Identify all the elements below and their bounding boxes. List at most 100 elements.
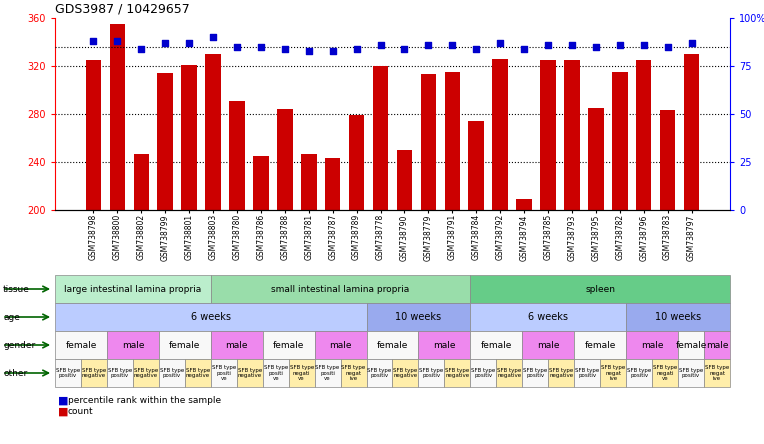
Bar bbox=[612, 72, 627, 210]
Bar bbox=[588, 108, 604, 210]
Point bbox=[279, 45, 291, 52]
Point bbox=[255, 43, 267, 50]
Bar bbox=[540, 60, 555, 210]
Point bbox=[542, 41, 554, 48]
Text: GDS3987 / 10429657: GDS3987 / 10429657 bbox=[55, 2, 189, 15]
Text: SFB type
negative: SFB type negative bbox=[134, 368, 158, 378]
Text: male: male bbox=[706, 341, 728, 349]
Bar bbox=[397, 150, 413, 210]
Text: ■: ■ bbox=[58, 395, 69, 405]
Text: male: male bbox=[225, 341, 248, 349]
Point bbox=[638, 41, 650, 48]
Text: other: other bbox=[3, 369, 28, 377]
Bar bbox=[157, 73, 173, 210]
Point bbox=[566, 41, 578, 48]
Bar bbox=[277, 109, 293, 210]
Text: SFB type
positiv: SFB type positiv bbox=[627, 368, 651, 378]
Text: SFB type
positiv: SFB type positiv bbox=[367, 368, 392, 378]
Point bbox=[159, 40, 171, 47]
Point bbox=[590, 43, 602, 50]
Text: female: female bbox=[169, 341, 200, 349]
Point bbox=[422, 41, 435, 48]
Point bbox=[135, 45, 147, 52]
Bar bbox=[109, 24, 125, 210]
Text: female: female bbox=[377, 341, 408, 349]
Text: SFB type
positiv: SFB type positiv bbox=[419, 368, 444, 378]
Point bbox=[662, 43, 674, 50]
Text: spleen: spleen bbox=[585, 285, 615, 293]
Text: female: female bbox=[675, 341, 707, 349]
Bar bbox=[445, 72, 460, 210]
Point bbox=[374, 41, 387, 48]
Text: SFB type
negat
ive: SFB type negat ive bbox=[705, 365, 729, 381]
Text: small intestinal lamina propria: small intestinal lamina propria bbox=[271, 285, 410, 293]
Text: count: count bbox=[68, 407, 94, 416]
Text: SFB type
positiv: SFB type positiv bbox=[523, 368, 548, 378]
Point bbox=[685, 40, 698, 47]
Bar bbox=[86, 60, 102, 210]
Text: SFB type
positi
ve: SFB type positi ve bbox=[212, 365, 236, 381]
Bar bbox=[134, 154, 149, 210]
Text: SFB type
negati
ve: SFB type negati ve bbox=[290, 365, 314, 381]
Text: SFB type
negative: SFB type negative bbox=[549, 368, 573, 378]
Bar bbox=[301, 154, 316, 210]
Text: SFB type
positiv: SFB type positiv bbox=[575, 368, 599, 378]
Point bbox=[231, 43, 243, 50]
Bar bbox=[636, 60, 652, 210]
Bar bbox=[660, 111, 675, 210]
Text: tissue: tissue bbox=[3, 285, 30, 293]
Text: SFB type
negati
ve: SFB type negati ve bbox=[653, 365, 677, 381]
Text: ■: ■ bbox=[58, 406, 69, 416]
Point bbox=[446, 41, 458, 48]
Text: SFB type
negative: SFB type negative bbox=[82, 368, 106, 378]
Text: 6 weeks: 6 weeks bbox=[191, 312, 231, 322]
Text: SFB type
negat
ive: SFB type negat ive bbox=[342, 365, 366, 381]
Point bbox=[494, 40, 507, 47]
Bar bbox=[564, 60, 580, 210]
Bar bbox=[229, 101, 244, 210]
Text: male: male bbox=[641, 341, 663, 349]
Point bbox=[326, 47, 338, 54]
Bar bbox=[468, 121, 484, 210]
Point bbox=[613, 41, 626, 48]
Point bbox=[518, 45, 530, 52]
Bar bbox=[349, 115, 364, 210]
Text: percentile rank within the sample: percentile rank within the sample bbox=[68, 396, 221, 405]
Text: female: female bbox=[65, 341, 97, 349]
Text: male: male bbox=[329, 341, 352, 349]
Bar bbox=[421, 75, 436, 210]
Point bbox=[207, 34, 219, 41]
Bar bbox=[253, 156, 269, 210]
Bar bbox=[684, 54, 699, 210]
Bar bbox=[181, 65, 197, 210]
Bar bbox=[373, 66, 388, 210]
Text: SFB type
negat
ive: SFB type negat ive bbox=[601, 365, 625, 381]
Bar bbox=[492, 59, 508, 210]
Text: male: male bbox=[121, 341, 144, 349]
Text: SFB type
positiv: SFB type positiv bbox=[108, 368, 132, 378]
Point bbox=[303, 47, 315, 54]
Text: SFB type
positiv: SFB type positiv bbox=[679, 368, 703, 378]
Text: SFB type
negative: SFB type negative bbox=[238, 368, 262, 378]
Text: SFB type
negative: SFB type negative bbox=[497, 368, 522, 378]
Text: SFB type
negative: SFB type negative bbox=[186, 368, 210, 378]
Point bbox=[351, 45, 363, 52]
Text: female: female bbox=[584, 341, 616, 349]
Point bbox=[398, 45, 410, 52]
Text: male: male bbox=[537, 341, 559, 349]
Bar bbox=[325, 159, 341, 210]
Bar bbox=[516, 199, 532, 210]
Text: male: male bbox=[433, 341, 455, 349]
Text: SFB type
positiv: SFB type positiv bbox=[56, 368, 80, 378]
Bar bbox=[206, 54, 221, 210]
Text: SFB type
positi
ve: SFB type positi ve bbox=[316, 365, 340, 381]
Text: 10 weeks: 10 weeks bbox=[655, 312, 701, 322]
Text: SFB type
negative: SFB type negative bbox=[445, 368, 470, 378]
Point bbox=[183, 40, 196, 47]
Text: SFB type
negative: SFB type negative bbox=[393, 368, 418, 378]
Text: 10 weeks: 10 weeks bbox=[396, 312, 442, 322]
Text: female: female bbox=[273, 341, 304, 349]
Text: gender: gender bbox=[3, 341, 35, 349]
Text: age: age bbox=[3, 313, 20, 321]
Text: 6 weeks: 6 weeks bbox=[528, 312, 568, 322]
